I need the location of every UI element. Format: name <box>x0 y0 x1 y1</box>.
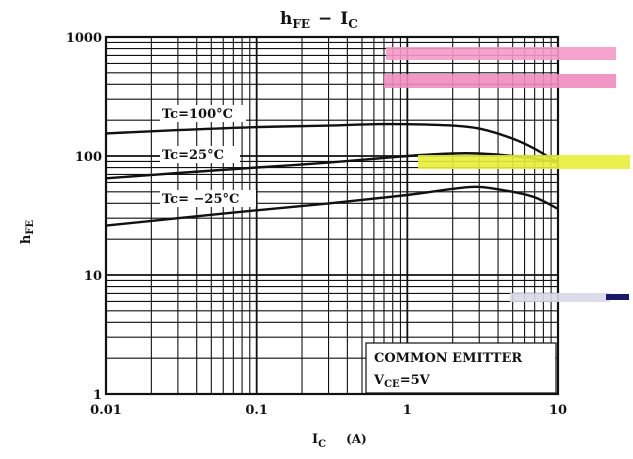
chart-title: hFE − IC <box>280 9 358 31</box>
y-tick-label: 1 <box>93 388 102 403</box>
grid <box>105 37 558 395</box>
y-axis-label: hFE <box>19 220 36 245</box>
y-tick-labels: 1000 100 10 1 <box>66 31 102 403</box>
x-tick-label: 1 <box>403 403 412 418</box>
x-tick-label: 0.1 <box>245 403 268 418</box>
series-line-0 <box>105 122 559 163</box>
y-tick-label: 100 <box>75 150 102 165</box>
series-line-2 <box>105 185 559 227</box>
x-tick-labels: 0.01 0.1 1 10 <box>90 403 567 418</box>
x-tick-label: 0.01 <box>90 403 122 418</box>
note-line-1: COMMON EMITTER <box>374 351 522 366</box>
y-tick-label: 10 <box>84 269 102 284</box>
y-tick-label: 1000 <box>66 31 102 46</box>
curve-label-tc100: Tc=100°C <box>162 107 233 122</box>
curve-label-bg <box>160 190 256 207</box>
curve-labels: Tc=100°C Tc=25°C Tc= −25°C <box>160 105 256 207</box>
curve-label-bg <box>160 146 240 163</box>
curve-label-tc25: Tc=25°C <box>162 148 224 163</box>
plot-frame <box>104 35 560 396</box>
x-axis-label: IC (A) <box>312 432 367 450</box>
x-tick-label: 10 <box>549 403 567 418</box>
note-line-2: VCE=5V <box>373 373 431 390</box>
common-emitter-note: COMMON EMITTER VCE=5V <box>365 342 557 394</box>
curve-label-bg <box>160 105 246 122</box>
scan-artifacts <box>384 47 630 302</box>
curve-label-tcm25: Tc= −25°C <box>162 192 239 207</box>
